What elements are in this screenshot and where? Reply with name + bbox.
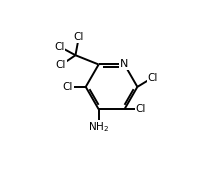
Text: Cl: Cl	[74, 32, 84, 42]
Text: N: N	[120, 60, 129, 69]
Text: Cl: Cl	[136, 104, 146, 114]
Text: Cl: Cl	[147, 73, 158, 83]
Text: Cl: Cl	[56, 60, 66, 70]
Text: Cl: Cl	[63, 82, 73, 92]
Text: Cl: Cl	[54, 42, 65, 52]
Text: NH$_2$: NH$_2$	[88, 120, 109, 134]
